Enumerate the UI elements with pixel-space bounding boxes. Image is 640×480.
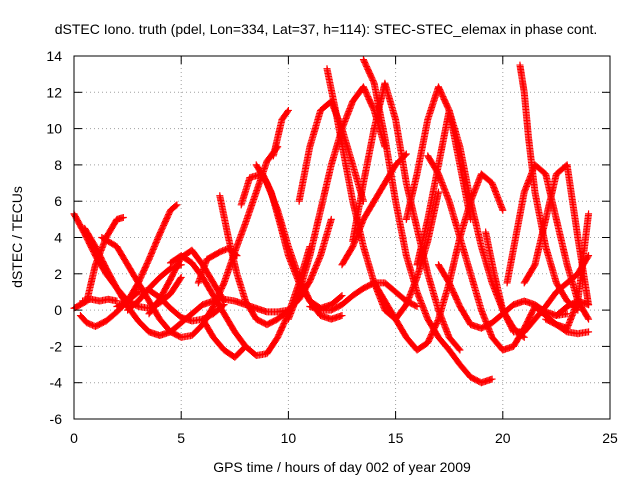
series-8 (145, 246, 228, 318)
x-tick-label: 10 (281, 430, 297, 446)
data-point (172, 202, 180, 210)
y-tick-label: 6 (54, 193, 62, 209)
data-point (176, 275, 184, 283)
data-point (220, 297, 228, 305)
x-tick-label: 0 (70, 430, 78, 446)
y-tick-label: 8 (54, 157, 62, 173)
data-points (70, 56, 593, 387)
chart-title: dSTEC Iono. truth (pdel, Lon=334, Lat=37… (55, 21, 598, 37)
y-axis-label: dSTEC / TECUs (9, 186, 25, 288)
series-1 (70, 214, 127, 312)
x-tick-label: 20 (495, 430, 511, 446)
series-10 (199, 315, 250, 361)
data-point (219, 296, 227, 304)
data-point (327, 215, 335, 223)
series-5 (98, 143, 282, 341)
y-tick-label: -2 (50, 338, 63, 354)
series-6 (113, 201, 181, 310)
data-point (119, 214, 127, 222)
y-tick-label: -6 (50, 411, 63, 427)
series-3 (79, 295, 121, 305)
y-tick-label: 4 (54, 230, 62, 246)
x-tick-label: 25 (602, 430, 618, 446)
data-point (177, 273, 185, 281)
y-tick-label: 2 (54, 266, 62, 282)
y-tick-label: 10 (46, 121, 62, 137)
x-tick-label: 5 (177, 430, 185, 446)
data-point (242, 342, 250, 350)
y-tick-label: 12 (46, 84, 62, 100)
data-point (240, 343, 248, 351)
y-tick-label: -4 (50, 375, 63, 391)
series-2 (76, 286, 228, 330)
data-point (173, 201, 181, 209)
series-12 (216, 192, 335, 329)
y-tick-label: 0 (54, 302, 62, 318)
x-tick-label: 15 (388, 430, 404, 446)
y-tick-label: 14 (46, 48, 62, 64)
x-axis-label: GPS time / hours of day 002 of year 2009 (213, 459, 471, 475)
